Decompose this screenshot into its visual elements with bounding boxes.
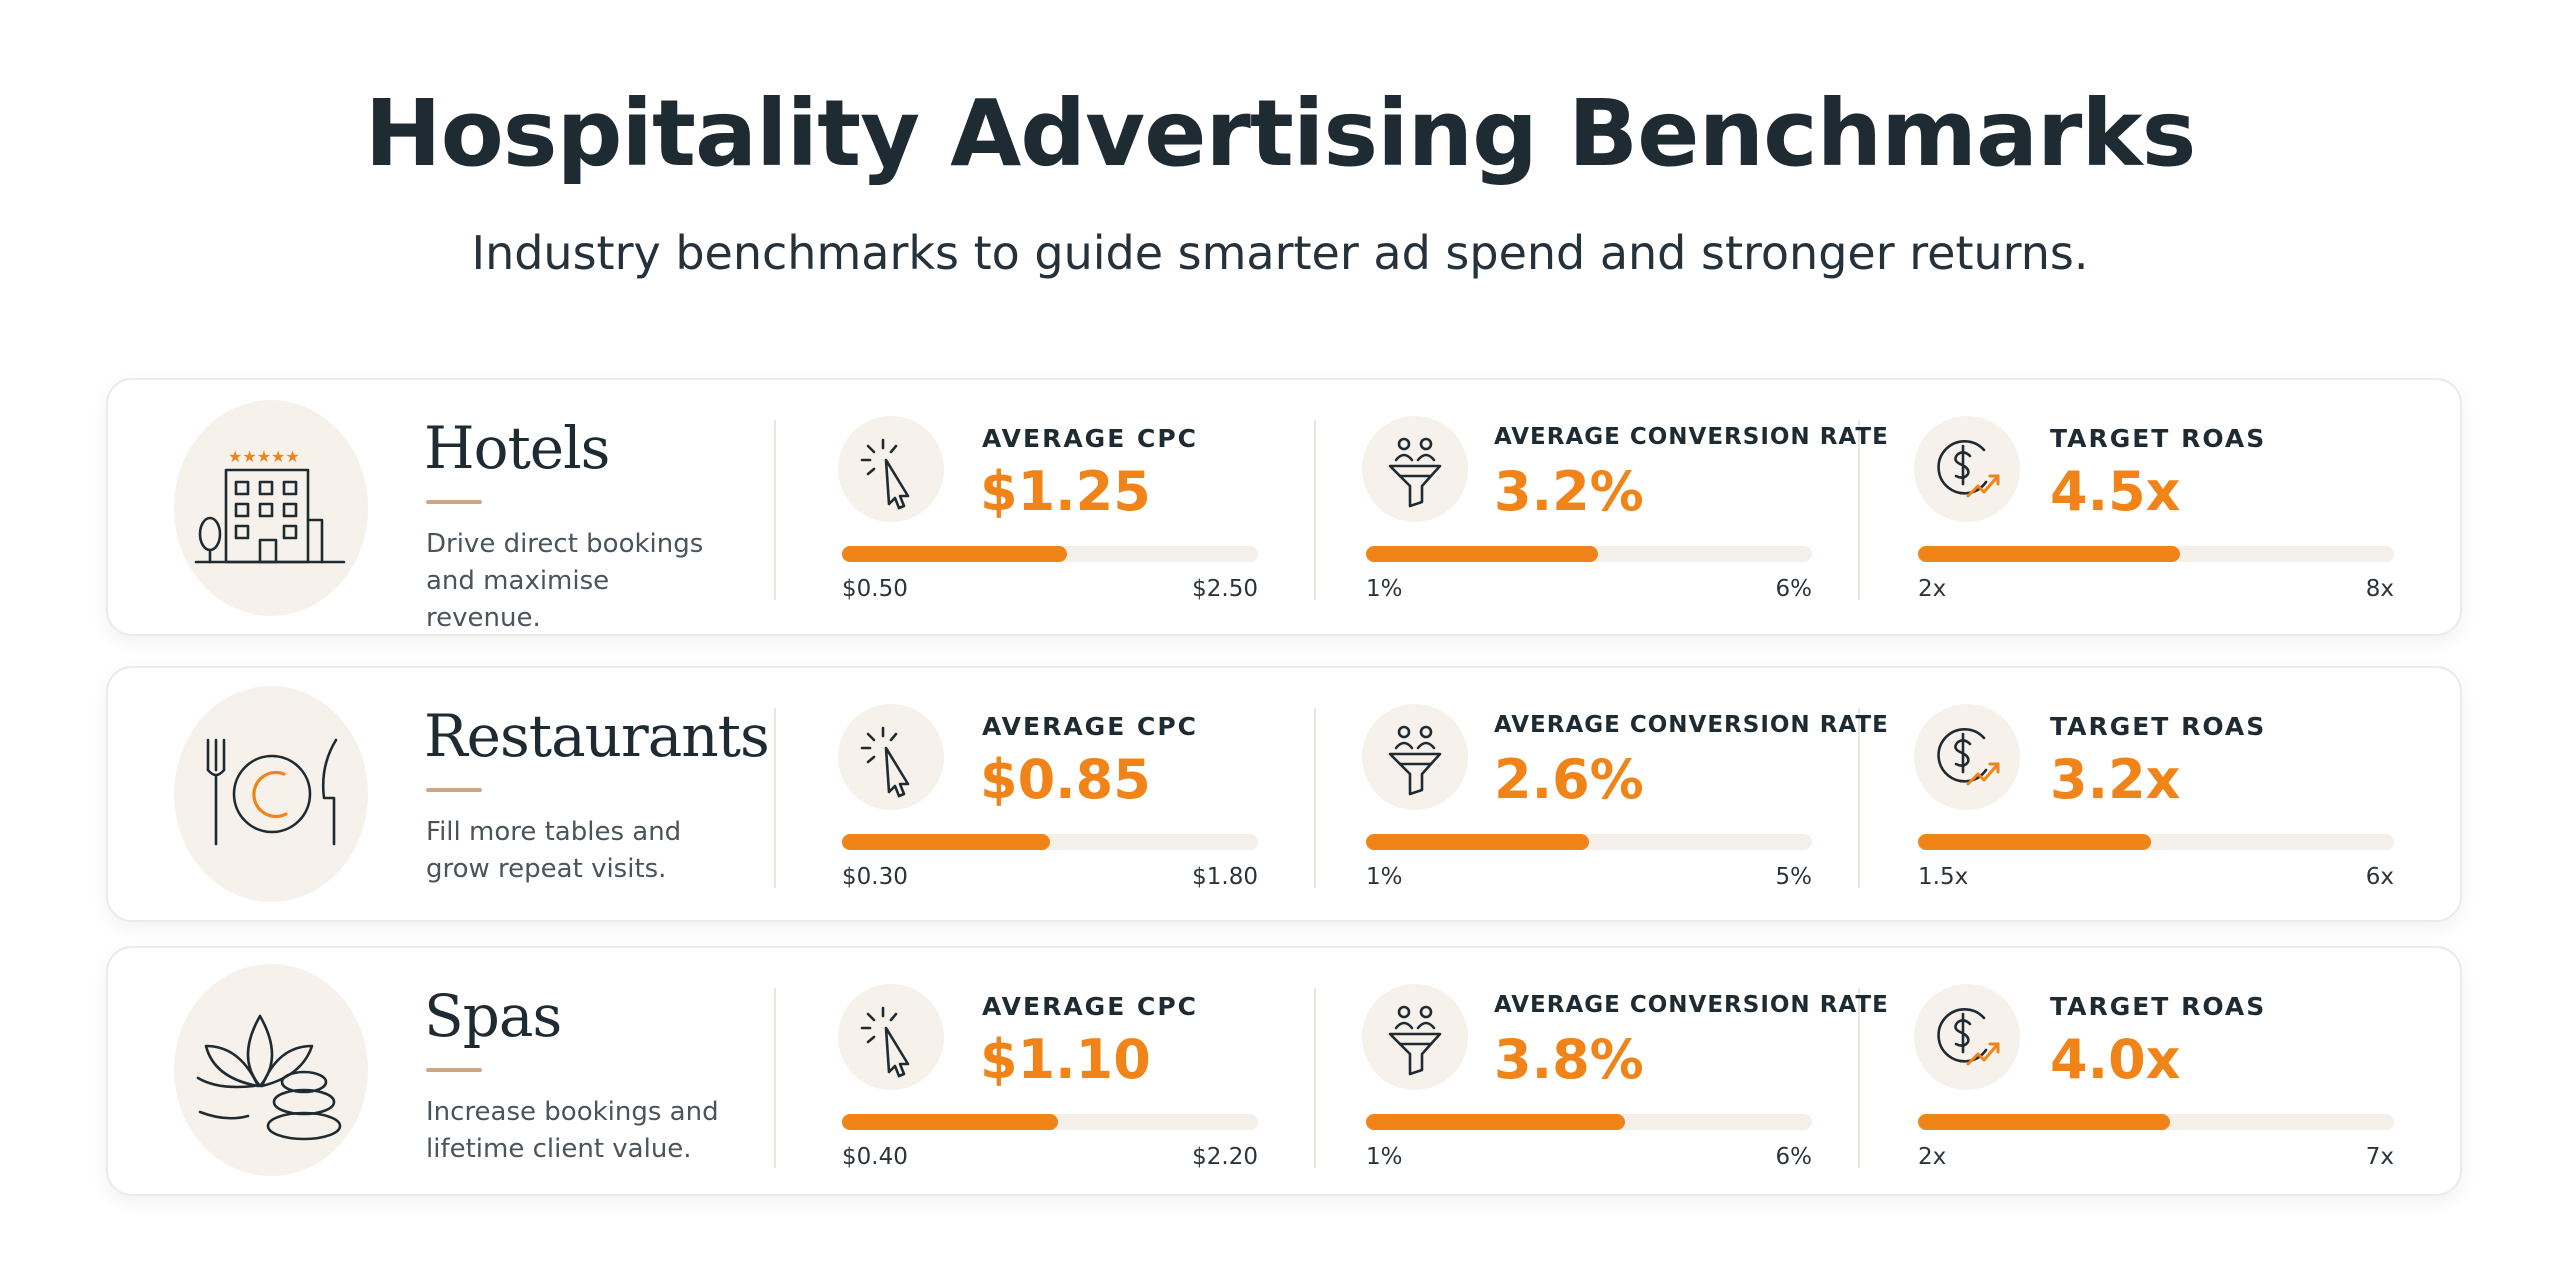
range-max: $2.20 bbox=[1192, 1144, 1258, 1170]
range-max: 6x bbox=[2365, 864, 2394, 890]
progress-track bbox=[842, 834, 1258, 850]
metric-value: $0.85 bbox=[980, 748, 1151, 811]
progress-fill bbox=[1918, 1114, 2171, 1130]
category-name: Hotels bbox=[424, 414, 610, 482]
range-min: $0.40 bbox=[842, 1144, 908, 1170]
dollar-growth-icon bbox=[1914, 416, 2020, 522]
metric-value: 3.2% bbox=[1494, 460, 1644, 523]
funnel-icon bbox=[1362, 416, 1468, 522]
progress-track bbox=[1366, 1114, 1812, 1130]
progress-track bbox=[1366, 834, 1812, 850]
range-max: 8x bbox=[2365, 576, 2394, 602]
funnel-icon bbox=[1362, 704, 1468, 810]
metric-value: $1.25 bbox=[980, 460, 1151, 523]
metric-value: 4.5x bbox=[2050, 460, 2181, 523]
column-divider bbox=[1858, 420, 1860, 600]
progress-track bbox=[1918, 546, 2394, 562]
column-divider bbox=[1314, 420, 1316, 600]
category-row-hotels: ★★★★★ Hotels Drive direct bookings and m… bbox=[106, 378, 2462, 636]
range-min: $0.50 bbox=[842, 576, 908, 602]
metric-average-cpc: AVERAGE CPC $1.10 $0.40 $2.20 bbox=[838, 948, 1318, 1194]
progress-fill bbox=[1918, 546, 2180, 562]
progress-fill bbox=[1366, 546, 1598, 562]
metric-conversion-rate: AVERAGE CONVERSION RATE 3.2% 1% 6% bbox=[1362, 380, 1888, 634]
progress-fill bbox=[842, 1114, 1059, 1130]
metric-value: 3.2x bbox=[2050, 748, 2181, 811]
range-max: 5% bbox=[1775, 864, 1813, 890]
metric-value: 4.0x bbox=[2050, 1028, 2181, 1091]
column-divider bbox=[1314, 988, 1316, 1168]
column-divider bbox=[1858, 988, 1860, 1168]
range-min: 2x bbox=[1918, 576, 1947, 602]
metric-label: AVERAGE CPC bbox=[982, 712, 1198, 741]
category-description: Increase bookings and lifetime client va… bbox=[426, 1097, 719, 1164]
category-row-restaurants: Restaurants Fill more tables and grow re… bbox=[106, 666, 2462, 922]
cursor-click-icon bbox=[838, 704, 944, 810]
metric-conversion-rate: AVERAGE CONVERSION RATE 2.6% 1% 5% bbox=[1362, 668, 1888, 920]
range-min: 2x bbox=[1918, 1144, 1947, 1170]
progress-fill bbox=[1366, 834, 1589, 850]
dollar-growth-icon bbox=[1914, 984, 2020, 1090]
category-underline bbox=[426, 500, 482, 504]
category-description: Fill more tables and grow repeat visits. bbox=[426, 817, 682, 884]
progress-track bbox=[1918, 1114, 2394, 1130]
plate-cutlery-icon bbox=[174, 686, 368, 902]
metric-average-cpc: AVERAGE CPC $0.85 $0.30 $1.80 bbox=[838, 668, 1318, 920]
progress-track bbox=[1918, 834, 2394, 850]
range-min: 1% bbox=[1366, 1144, 1403, 1170]
range-max: $2.50 bbox=[1192, 576, 1258, 602]
cursor-click-icon bbox=[838, 984, 944, 1090]
metric-label: TARGET ROAS bbox=[2050, 712, 2267, 741]
metric-label: AVERAGE CONVERSION RATE bbox=[1494, 424, 1889, 450]
progress-track bbox=[842, 546, 1258, 562]
range-min: 1.5x bbox=[1918, 864, 1969, 890]
metric-target-roas: TARGET ROAS 4.5x 2x 8x bbox=[1914, 380, 2414, 634]
metric-value: $1.10 bbox=[980, 1028, 1151, 1091]
category-name: Restaurants bbox=[424, 702, 770, 770]
cursor-click-icon bbox=[838, 416, 944, 522]
metric-value: 2.6% bbox=[1494, 748, 1644, 811]
range-max: 7x bbox=[2365, 1144, 2394, 1170]
column-divider bbox=[774, 420, 776, 600]
category-underline bbox=[426, 788, 482, 792]
category-row-spas: Spas Increase bookings and lifetime clie… bbox=[106, 946, 2462, 1196]
progress-track bbox=[1366, 546, 1812, 562]
column-divider bbox=[1858, 708, 1860, 888]
svg-text:★★★★★: ★★★★★ bbox=[228, 447, 300, 466]
range-min: 1% bbox=[1366, 864, 1403, 890]
category-name: Spas bbox=[424, 982, 562, 1050]
progress-fill bbox=[1918, 834, 2152, 850]
funnel-icon bbox=[1362, 984, 1468, 1090]
page-subtitle: Industry benchmarks to guide smarter ad … bbox=[471, 226, 2089, 280]
metric-target-roas: TARGET ROAS 3.2x 1.5x 6x bbox=[1914, 668, 2414, 920]
metric-value: 3.8% bbox=[1494, 1028, 1644, 1091]
metric-label: AVERAGE CONVERSION RATE bbox=[1494, 712, 1889, 738]
range-max: 6% bbox=[1775, 576, 1813, 602]
category-underline bbox=[426, 1068, 482, 1072]
range-min: 1% bbox=[1366, 576, 1403, 602]
column-divider bbox=[1314, 708, 1316, 888]
range-min: $0.30 bbox=[842, 864, 908, 890]
hotel-building-icon: ★★★★★ bbox=[174, 400, 368, 616]
progress-fill bbox=[1366, 1114, 1625, 1130]
metric-label: AVERAGE CPC bbox=[982, 424, 1198, 453]
metric-average-cpc: AVERAGE CPC $1.25 $0.50 $2.50 bbox=[838, 380, 1318, 634]
metric-label: TARGET ROAS bbox=[2050, 424, 2267, 453]
dollar-growth-icon bbox=[1914, 704, 2020, 810]
lotus-stones-icon bbox=[174, 964, 368, 1176]
metric-label: AVERAGE CONVERSION RATE bbox=[1494, 992, 1889, 1018]
column-divider bbox=[774, 708, 776, 888]
progress-fill bbox=[842, 834, 1050, 850]
range-max: 6% bbox=[1775, 1144, 1813, 1170]
metric-target-roas: TARGET ROAS 4.0x 2x 7x bbox=[1914, 948, 2414, 1194]
metric-label: AVERAGE CPC bbox=[982, 992, 1198, 1021]
range-max: $1.80 bbox=[1192, 864, 1258, 890]
metric-label: TARGET ROAS bbox=[2050, 992, 2267, 1021]
metric-conversion-rate: AVERAGE CONVERSION RATE 3.8% 1% 6% bbox=[1362, 948, 1888, 1194]
progress-fill bbox=[842, 546, 1067, 562]
category-description: Drive direct bookings and maximise reven… bbox=[426, 529, 704, 633]
progress-track bbox=[842, 1114, 1258, 1130]
page-title: Hospitality Advertising Benchmarks bbox=[364, 80, 2197, 187]
column-divider bbox=[774, 988, 776, 1168]
